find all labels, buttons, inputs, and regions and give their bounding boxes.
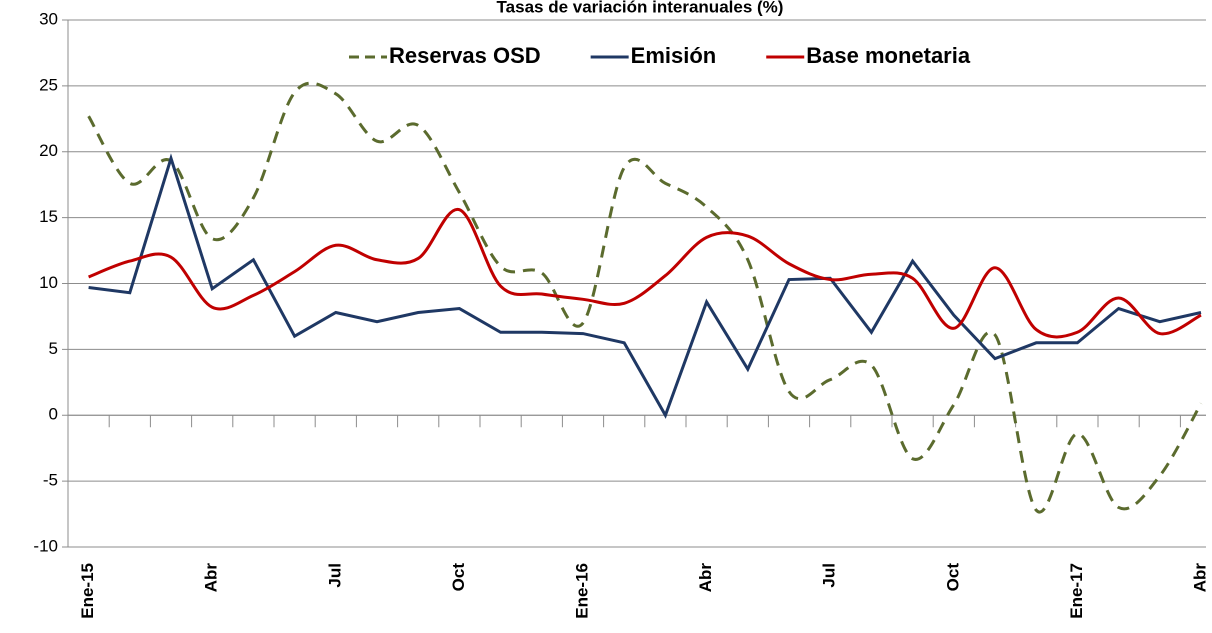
x-tick-label: Abr [1190, 563, 1209, 593]
x-tick-label: Abr [202, 563, 221, 593]
x-tick-label: Ene-16 [572, 563, 591, 619]
series-line [87, 81, 1203, 514]
y-tick-label: 20 [39, 141, 58, 160]
x-tick-label: Jul [820, 563, 839, 588]
legend-label: Emisión [631, 43, 717, 68]
y-tick-label: -5 [43, 471, 58, 490]
y-tick-label: 5 [49, 339, 58, 358]
y-tick-label: -10 [33, 536, 58, 555]
x-tick-label: Ene-17 [1067, 563, 1086, 619]
x-tick-label: Abr [696, 563, 715, 593]
y-tick-label: 0 [49, 405, 58, 424]
plot-lines [87, 81, 1203, 514]
y-tick-label: 30 [39, 9, 58, 28]
legend-label: Reservas OSD [389, 43, 541, 68]
x-tick-label: Oct [943, 563, 962, 592]
y-tick-label: 25 [39, 75, 58, 94]
legend-label: Base monetaria [806, 43, 971, 68]
y-tick-label: 15 [39, 207, 58, 226]
x-tick-label: Jul [325, 563, 344, 588]
x-tick-label: Oct [449, 563, 468, 592]
chart-title: Tasas de variación interanuales (%) [497, 0, 784, 16]
y-tick-label: 10 [39, 273, 58, 292]
x-tick-label: Ene-15 [78, 563, 97, 619]
series-line [88, 208, 1202, 339]
series-line [88, 153, 1202, 419]
